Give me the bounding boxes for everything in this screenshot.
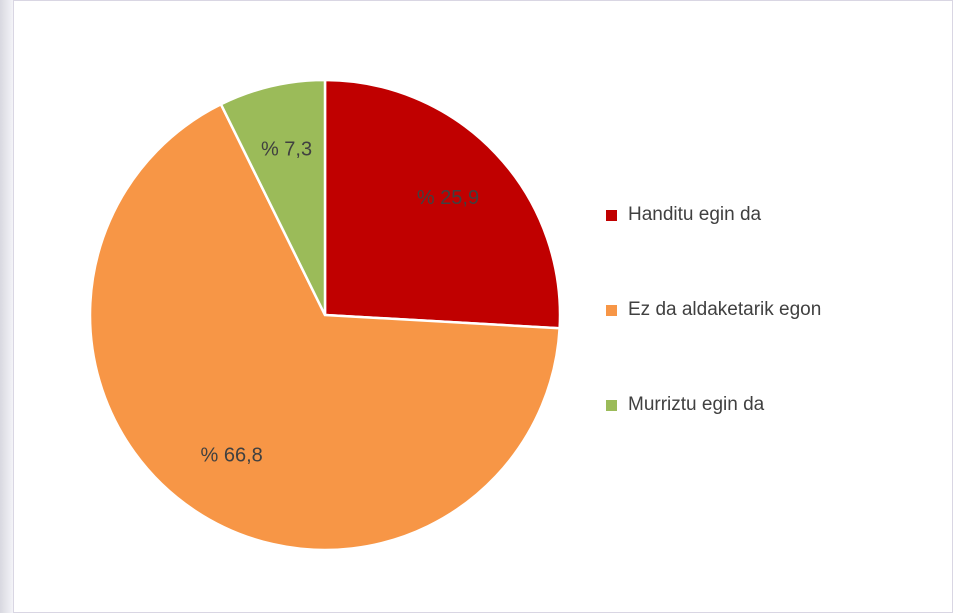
data-label: % 7,3	[261, 139, 312, 161]
legend-swatch	[606, 305, 617, 316]
slices	[88, 78, 562, 552]
legend-label: Handitu egin da	[628, 204, 762, 225]
legend-swatch	[606, 210, 617, 221]
pie-slice	[219, 78, 327, 316]
side-strip	[0, 0, 13, 613]
legend-swatch	[606, 400, 617, 411]
data-label: % 25,9	[417, 187, 479, 209]
pie-slice	[88, 102, 561, 552]
legend-label: Ez da aldaketarik egon	[628, 299, 821, 320]
legend: Handitu egin da Ez da aldaketarik egon Mur…	[606, 204, 821, 415]
pie-slice	[323, 78, 562, 330]
labels: % 25,9 % 66,8 % 7,3	[201, 139, 480, 467]
data-label: % 66,8	[201, 444, 263, 466]
legend-label: Murriztu egin da	[628, 394, 765, 415]
